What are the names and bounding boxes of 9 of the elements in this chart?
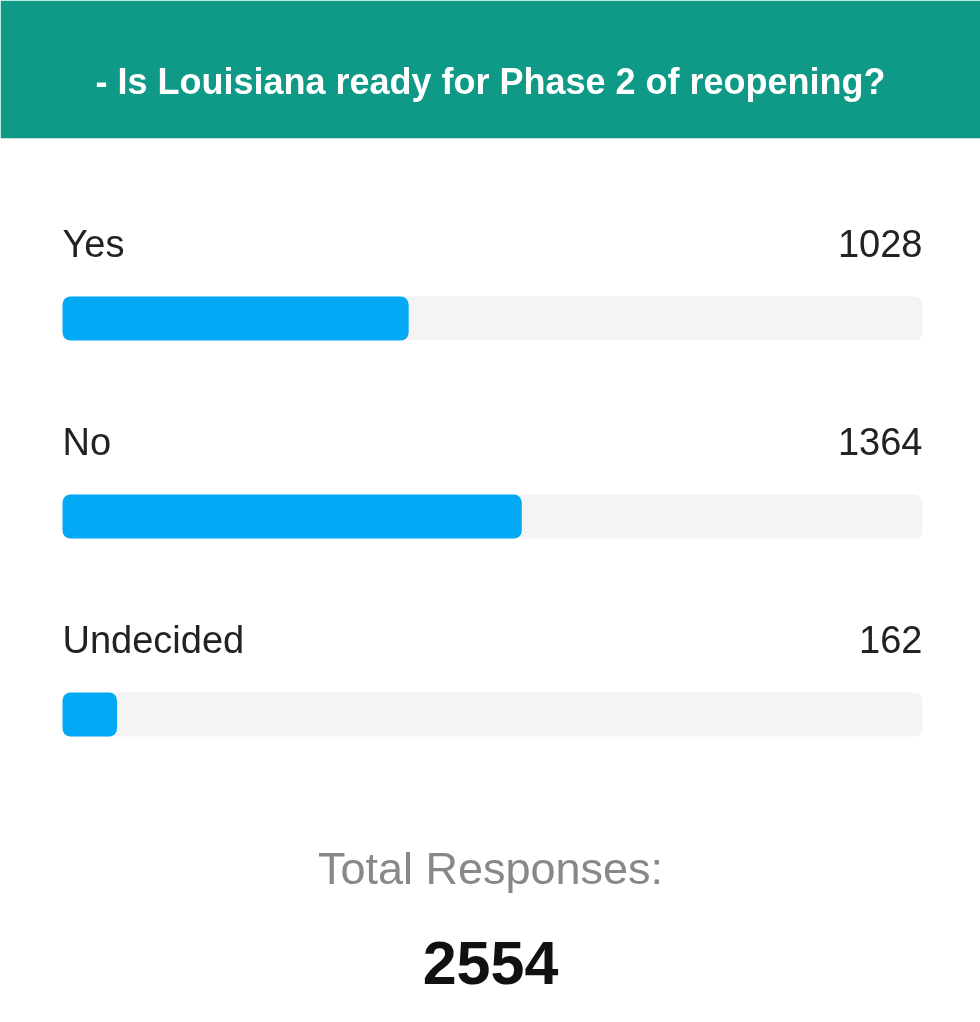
text: Total Responses: bbox=[317, 843, 664, 894]
y-tick-label: Undecided bbox=[62, 618, 245, 661]
data-label: 1028 bbox=[837, 223, 923, 265]
y-tick-label: Yes bbox=[62, 222, 125, 265]
text: 2554 bbox=[422, 928, 559, 997]
y-tick-label: No bbox=[62, 420, 112, 463]
data-label: 1364 bbox=[837, 421, 923, 463]
chart-title: - Is Louisiana ready for Phase 2 of reopening? bbox=[95, 61, 886, 102]
data-label: 162 bbox=[859, 619, 923, 661]
